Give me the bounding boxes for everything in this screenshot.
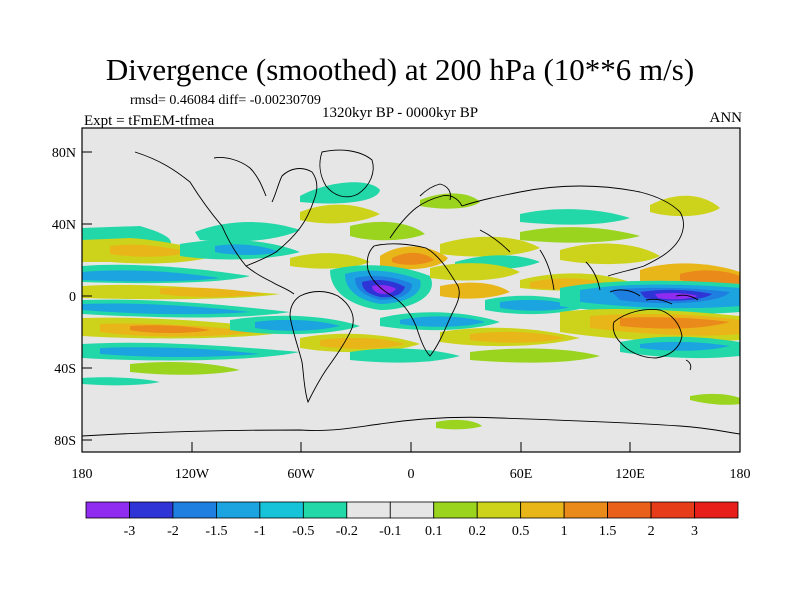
colorbar-label: 0.2 [468,524,486,539]
colorbar-box [302,501,348,519]
colorbar-box [563,501,609,519]
contour-fill [300,182,380,204]
colorbar-box [433,501,478,519]
longitude-axis: 180 120W 60W 0 60E 120E 180 [72,442,751,482]
colorbar-label: -0.1 [379,524,401,539]
contour-fill [440,282,510,299]
contour-fill [690,393,740,405]
coastline-north-america [134,151,318,295]
rmsd-diff-stats: rmsd= 0.46084 diff= -0.00230709 [130,93,321,108]
experiment-label: Expt = tFmEM-tfmea [84,113,215,129]
contour-fill [430,263,520,281]
contour-fill [436,419,482,430]
colorbar-box [694,501,739,519]
contour-fill [215,244,280,255]
latitude-axis: 80N 40N 0 40S 80S [52,146,92,449]
contour-fill [520,209,630,225]
colorbar-box [85,501,130,519]
contour-fill [400,316,485,327]
coastline-australia [612,309,692,371]
lon-label: 120E [615,467,645,482]
coastlines [82,149,740,437]
contour-fill [320,337,405,349]
contour-fill [110,244,190,257]
contour-fill [650,195,720,217]
contour-fill [392,252,434,265]
contour-fill [560,243,660,265]
contour-fill [100,347,260,357]
contour-fill [470,331,565,343]
colorbar-labels: -3 -2 -1.5 -1 -0.5 -0.2 -0.1 0.1 0.2 0.5 1 1.5 2 3 [124,524,698,539]
colorbar-label: -0.2 [336,524,358,539]
lat-label: 40N [52,218,76,233]
contour-fill [620,317,730,329]
lon-label: 60W [287,467,315,482]
contour-fill [82,377,160,386]
divergence-field [82,182,740,430]
lon-label: 180 [72,467,93,482]
colorbar-box [215,501,261,519]
contour-fill [82,270,220,282]
contour-fill [640,341,730,351]
colorbar-box [520,501,565,519]
map-panel [81,127,741,453]
coastline-south-america [289,291,354,404]
contour-fill [470,348,600,363]
colorbar-label: 0.1 [425,524,443,539]
lat-label: 40S [54,362,76,377]
colorbar-box [476,501,522,519]
colorbar-label: 1 [561,524,568,539]
contour-fill [160,287,265,297]
contour-fill [520,227,640,243]
colorbar-label: -3 [124,524,136,539]
coastline-maritime-continent [609,289,699,305]
colorbar-label: -1 [254,524,266,539]
colorbar-label: 1.5 [599,524,617,539]
colorbar-box [607,501,652,519]
coastline-antarctica [82,416,740,437]
time-period-label: 1320kyr BP - 0000kyr BP [322,105,479,121]
coastline-africa [366,243,460,357]
contour-fill [195,222,300,242]
colorbar-label: 0.5 [512,524,530,539]
season-label: ANN [709,110,743,126]
contour-fill [500,299,575,311]
contour-fill [130,362,240,375]
colorbar-box [650,501,695,519]
contour-fill [290,253,370,269]
colorbar-boxes [85,501,739,519]
colorbar: -3 -2 -1.5 -1 -0.5 -0.2 -0.1 0.1 0.2 0.5 1 1.5 2 3 [85,501,739,539]
colorbar-label: -1.5 [205,524,227,539]
colorbar-box [129,501,174,519]
contour-fill [680,270,740,285]
lat-label: 0 [69,290,76,305]
lat-label: 80S [54,434,76,449]
contour-fill [255,319,340,331]
colorbar-label: -2 [167,524,179,539]
contour-fill [440,236,540,257]
lon-label: 60E [510,467,533,482]
map-title: Divergence (smoothed) at 200 hPa (10**6 … [105,52,695,87]
contour-fill [300,204,380,224]
coastline-greenland [319,149,374,198]
colorbar-label: -0.5 [292,524,314,539]
colorbar-box [172,501,217,519]
colorbar-box [389,501,435,519]
coastline-europe [389,183,463,239]
contour-fill [350,221,425,241]
colorbar-label: 2 [648,524,655,539]
lat-label: 80N [52,146,76,161]
contour-fill [130,325,210,333]
lon-label: 180 [730,467,751,482]
colorbar-box [346,501,391,519]
contour-fill [372,285,396,294]
lon-label: 0 [408,467,415,482]
contour-fill [82,303,250,315]
lon-label: 120W [175,467,210,482]
coastline-asia [461,185,684,291]
colorbar-box [259,501,304,519]
colorbar-label: 3 [691,524,698,539]
